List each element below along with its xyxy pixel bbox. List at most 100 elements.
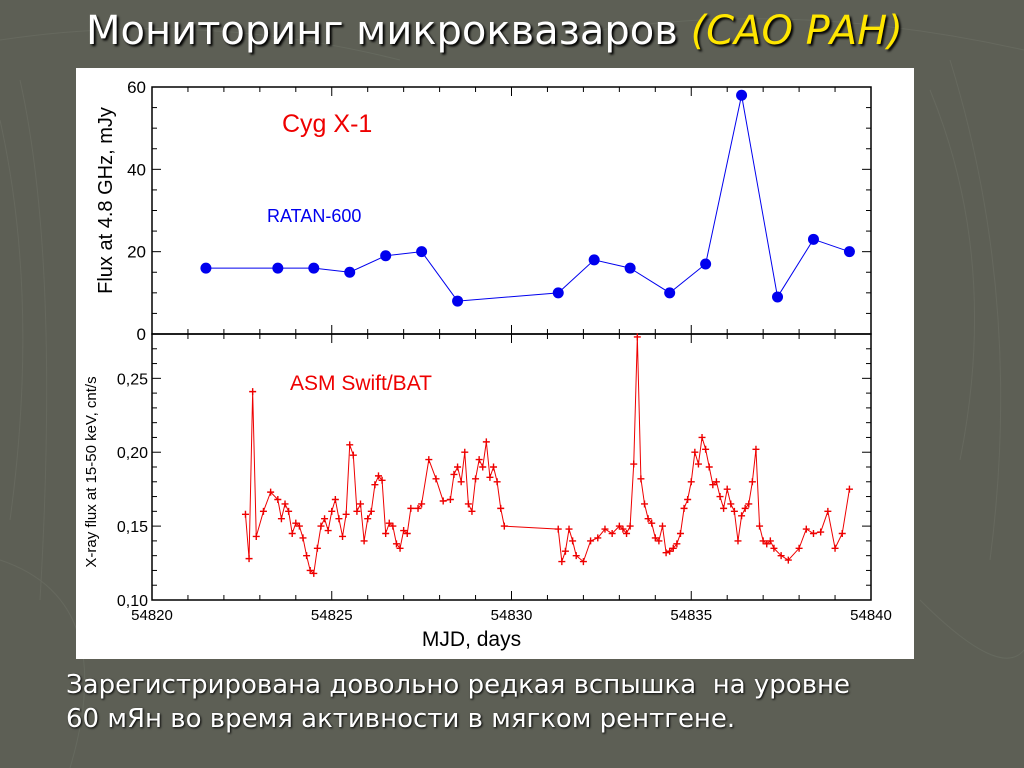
xray-data-point [777,552,785,560]
radio-data-point [664,287,676,299]
xray-data-point [716,493,724,501]
bottom-panel-frame [151,333,872,601]
xray-data-point [454,463,462,471]
xray-data-point [267,488,275,496]
xray-data-point [756,522,764,530]
xray-data-point [712,478,720,486]
xray-data-point [490,463,498,471]
xray-data-point [795,544,803,552]
xray-data-point [245,555,253,563]
y-tick-label-bottom: 0,20 [117,445,148,462]
radio-data-point [588,254,600,266]
y-tick-label-top: 20 [127,243,146,262]
xray-data-point [723,485,731,493]
xray-data-point [698,433,706,441]
xray-data-point [741,504,749,512]
radio-data-point [416,246,428,258]
xray-data-point [784,556,792,564]
xray-data-point [615,522,623,530]
xray-data-point [838,530,846,537]
xray-data-point [561,547,569,555]
y-axis-label-bottom: X-ray flux at 15-50 keV, cnt/s [83,376,100,567]
xray-data-point [565,525,573,533]
y-tick-label-top: 60 [127,78,146,97]
x-tick-label: 54840 [850,607,892,624]
xray-data-point [720,504,728,512]
xray-data-point [349,451,357,459]
xray-data-point [472,475,480,483]
radio-data-point [624,262,636,274]
chart-canvas: 54820 54825 54830 54835 54840 MJD, days 0 20 40 6… [83,78,892,651]
xray-series-line [244,336,850,575]
xray-data-point [324,527,332,535]
xray-data-point [687,478,695,486]
xray-data-point [367,507,375,515]
radio-data-point [272,262,284,274]
y-tick-label-bottom: 0,25 [117,371,148,388]
xray-data-point [249,388,257,396]
xray-data-point [468,507,476,515]
xray-data-point [342,510,350,518]
radio-data-point [308,262,320,274]
radio-data-point [736,89,748,101]
xray-data-point [295,522,303,530]
xray-data-point [346,441,354,449]
xray-data-point [281,500,289,508]
radio-data-point [843,246,855,258]
xray-data-point [475,456,483,464]
xray-data-point [558,558,566,566]
xray-data-point [845,485,853,493]
slide-title-org: (САО РАН) [690,8,903,54]
xray-data-point [335,515,343,523]
radio-data-point [807,233,819,245]
xray-data-point [709,481,717,489]
xray-data-point [396,544,404,552]
xray-data-point [446,496,454,504]
xray-data-point [418,500,426,508]
xray-data-point [288,530,296,537]
xray-data-point [439,497,447,505]
xray-data-point [702,445,710,453]
xray-data-point [824,507,832,515]
y-tick-label-top: 40 [127,160,146,179]
x-tick-label: 54820 [131,607,173,624]
y-tick-label-top: 0 [137,325,146,344]
x-axis-label: MJD, days [422,628,521,651]
xray-data-point [666,547,674,555]
xray-data-point [658,522,666,530]
xray-data-point [587,537,595,545]
xray-data-point [414,504,422,512]
xray-data-point [554,525,562,533]
xray-data-point [630,460,638,468]
xray-data-point [479,463,487,471]
radio-data-point [772,291,784,303]
xray-data-point [641,500,649,508]
slide-title: Мониторинг микроквазаров (САО РАН) [86,8,903,54]
xray-data-point [644,515,652,523]
xray-data-point [378,476,386,484]
xray-data-point [608,530,616,537]
xray-data-point [389,522,397,530]
xray-data-point [497,504,505,512]
xray-data-point [364,515,372,523]
xray-data-point [626,522,634,530]
xray-data-point [727,500,735,508]
x-tick-label: 54830 [491,607,533,624]
xray-data-point [748,478,756,486]
xray-data-point [285,507,293,515]
series-label-radio: RATAN-600 [267,206,361,226]
xray-data-point [313,544,321,552]
xray-data-point [817,528,825,536]
xray-data-point [292,519,300,527]
xray-data-point [299,534,307,542]
xray-data-point [676,530,684,537]
xray-data-point [770,544,778,552]
y-tick-label-bottom: 0,10 [117,593,148,610]
xray-data-point [464,500,472,508]
xray-data-point [500,522,508,530]
xray-data-point [766,537,774,545]
y-tick-label-bottom: 0,15 [117,519,148,536]
xray-data-point [594,534,602,542]
xray-data-point [802,525,810,533]
xray-data-point [328,507,336,515]
